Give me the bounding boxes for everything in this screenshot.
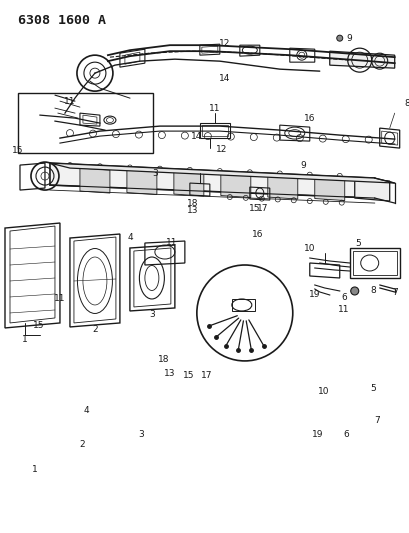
Text: 13: 13 bbox=[187, 206, 198, 215]
Text: 1: 1 bbox=[22, 335, 28, 344]
Polygon shape bbox=[314, 175, 344, 200]
Text: 15: 15 bbox=[182, 371, 194, 380]
Text: 10: 10 bbox=[317, 387, 328, 396]
Text: 17: 17 bbox=[201, 371, 212, 380]
Bar bbox=[349, 248, 399, 278]
Text: 8: 8 bbox=[404, 99, 409, 108]
Polygon shape bbox=[80, 168, 110, 193]
Polygon shape bbox=[354, 178, 389, 201]
Text: 11: 11 bbox=[54, 294, 65, 303]
Text: 3: 3 bbox=[148, 310, 154, 319]
Text: 16: 16 bbox=[303, 114, 315, 123]
Text: 5: 5 bbox=[369, 384, 375, 393]
Text: 18: 18 bbox=[187, 199, 198, 207]
Text: 6: 6 bbox=[342, 430, 348, 439]
Text: 4: 4 bbox=[127, 232, 133, 241]
Text: 6308 1600 A: 6308 1600 A bbox=[18, 14, 106, 27]
Polygon shape bbox=[220, 173, 250, 198]
Text: 1: 1 bbox=[32, 465, 38, 474]
Text: 12: 12 bbox=[215, 145, 226, 154]
Polygon shape bbox=[329, 51, 394, 68]
Text: 13: 13 bbox=[164, 368, 175, 377]
Text: 9: 9 bbox=[299, 161, 305, 170]
Text: 10: 10 bbox=[303, 244, 315, 253]
Polygon shape bbox=[267, 174, 297, 199]
Polygon shape bbox=[50, 163, 374, 198]
Bar bbox=[352, 251, 396, 275]
Text: 9: 9 bbox=[346, 34, 352, 43]
Text: 4: 4 bbox=[83, 406, 89, 415]
Polygon shape bbox=[50, 163, 394, 183]
Circle shape bbox=[336, 35, 342, 41]
Text: 7: 7 bbox=[391, 288, 397, 297]
Text: 19: 19 bbox=[311, 430, 322, 439]
Bar bbox=[18, 93, 153, 153]
Text: 5: 5 bbox=[354, 239, 360, 247]
Text: 3: 3 bbox=[152, 168, 157, 177]
Text: 3: 3 bbox=[138, 430, 144, 439]
Text: 7: 7 bbox=[373, 416, 379, 425]
Text: 6: 6 bbox=[341, 294, 347, 302]
Polygon shape bbox=[173, 171, 203, 196]
Text: 11: 11 bbox=[166, 238, 178, 247]
Text: 12: 12 bbox=[218, 39, 230, 47]
Text: 14: 14 bbox=[191, 132, 202, 141]
Text: 15: 15 bbox=[12, 146, 24, 155]
Text: 15: 15 bbox=[248, 204, 260, 213]
Circle shape bbox=[350, 287, 358, 295]
Text: 2: 2 bbox=[92, 326, 97, 334]
Text: 11: 11 bbox=[209, 103, 220, 112]
Text: 14: 14 bbox=[218, 74, 230, 83]
Text: 8: 8 bbox=[369, 286, 375, 295]
Text: 19: 19 bbox=[308, 290, 320, 300]
Text: 17: 17 bbox=[256, 204, 268, 213]
Text: 11: 11 bbox=[337, 304, 349, 313]
Text: 18: 18 bbox=[158, 355, 169, 364]
Text: 11: 11 bbox=[64, 96, 76, 106]
Text: 16: 16 bbox=[252, 230, 263, 239]
Polygon shape bbox=[127, 169, 157, 195]
Text: 15: 15 bbox=[33, 320, 45, 329]
Text: 2: 2 bbox=[79, 440, 85, 449]
